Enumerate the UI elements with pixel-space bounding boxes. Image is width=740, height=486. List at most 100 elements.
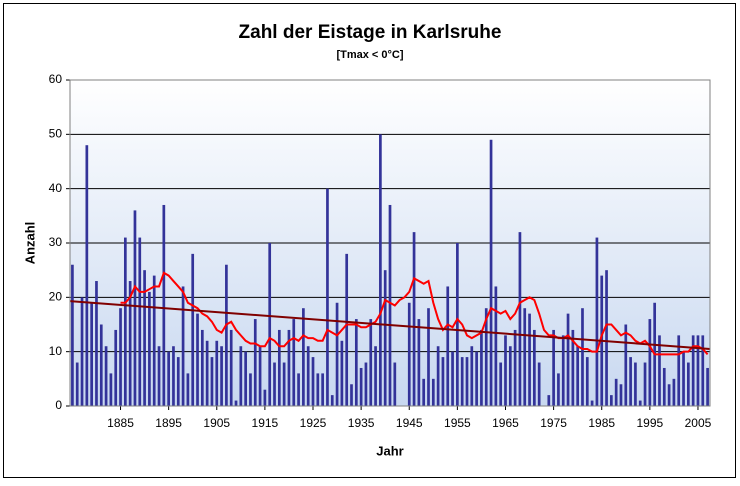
bar [326, 188, 329, 406]
bar [470, 346, 474, 406]
bar [706, 367, 709, 406]
x-tick-label: 1915 [252, 416, 279, 430]
bar [686, 362, 690, 406]
x-tick-label: 2005 [685, 416, 712, 430]
bar [253, 319, 257, 406]
bar [282, 362, 286, 406]
bar [427, 308, 430, 406]
bar [191, 253, 195, 406]
x-axis-label: Jahr [376, 443, 403, 458]
plot-border [69, 79, 711, 407]
bar [249, 373, 252, 406]
bar [499, 362, 503, 406]
y-tick-label: 50 [49, 127, 63, 141]
bar [388, 204, 392, 406]
bar [95, 281, 98, 406]
bar [210, 357, 214, 406]
bar [523, 308, 527, 406]
bar [446, 286, 450, 406]
bar [658, 335, 661, 406]
bar [701, 335, 705, 406]
bar [268, 243, 272, 406]
bar [186, 373, 190, 406]
bar [302, 308, 305, 406]
x-tick-label: 1945 [396, 416, 423, 430]
y-tick-label: 40 [49, 181, 63, 195]
bar [239, 346, 243, 406]
bar [480, 329, 483, 406]
bar [576, 346, 580, 406]
bar [383, 270, 387, 406]
bar [200, 329, 204, 406]
bar [595, 237, 599, 406]
bar [489, 139, 493, 406]
bar [533, 329, 536, 406]
bar [561, 335, 565, 406]
bar [629, 357, 632, 406]
bar [133, 210, 137, 406]
bar [677, 335, 681, 406]
bar [364, 362, 368, 406]
bar [528, 313, 531, 406]
bar [412, 232, 416, 406]
bar [316, 373, 320, 406]
bar [552, 329, 555, 406]
bar [369, 319, 373, 406]
bar [451, 351, 454, 406]
bar [518, 232, 522, 406]
y-tick-label: 20 [49, 290, 63, 304]
bar [624, 324, 628, 406]
bar [234, 400, 238, 406]
bar [581, 308, 584, 406]
bar [682, 351, 685, 406]
y-tick-label: 60 [49, 72, 63, 86]
bar [90, 302, 94, 406]
bar [513, 329, 517, 406]
bar [634, 362, 637, 406]
x-tick-label: 1935 [348, 416, 375, 430]
bar [263, 389, 267, 406]
x-tick-label: 1985 [588, 416, 615, 430]
bar [114, 329, 118, 406]
bar [287, 329, 291, 406]
bar [648, 319, 652, 406]
bar [662, 367, 666, 406]
bar [345, 253, 349, 406]
bar [220, 346, 223, 406]
bar [167, 351, 170, 406]
bar [494, 286, 498, 406]
bar [460, 357, 464, 406]
bar [306, 346, 310, 406]
bar [148, 291, 151, 406]
bar [354, 319, 358, 406]
bar [465, 357, 469, 406]
bar [143, 270, 146, 406]
bar [297, 373, 300, 406]
bar [162, 204, 166, 406]
bar [244, 351, 247, 406]
bar [359, 367, 363, 406]
x-tick-label: 1925 [300, 416, 327, 430]
bar [229, 329, 233, 406]
bar [537, 362, 541, 406]
bar [292, 319, 296, 406]
bar [75, 362, 79, 406]
bar [508, 346, 512, 406]
bar [614, 378, 618, 406]
bar [638, 400, 642, 406]
x-tick-label: 1965 [492, 416, 519, 430]
bar [85, 145, 89, 406]
x-tick-label: 1905 [203, 416, 230, 430]
bar [215, 340, 219, 406]
bar [422, 378, 426, 406]
bar [172, 346, 175, 406]
x-tick-label: 1975 [540, 416, 567, 430]
bar [258, 346, 262, 406]
bar [605, 270, 608, 406]
y-tick-label: 0 [55, 398, 62, 412]
bar [196, 313, 199, 406]
bar [393, 362, 397, 406]
bar [109, 373, 113, 406]
trend-line [69, 300, 711, 350]
bar [152, 275, 156, 406]
